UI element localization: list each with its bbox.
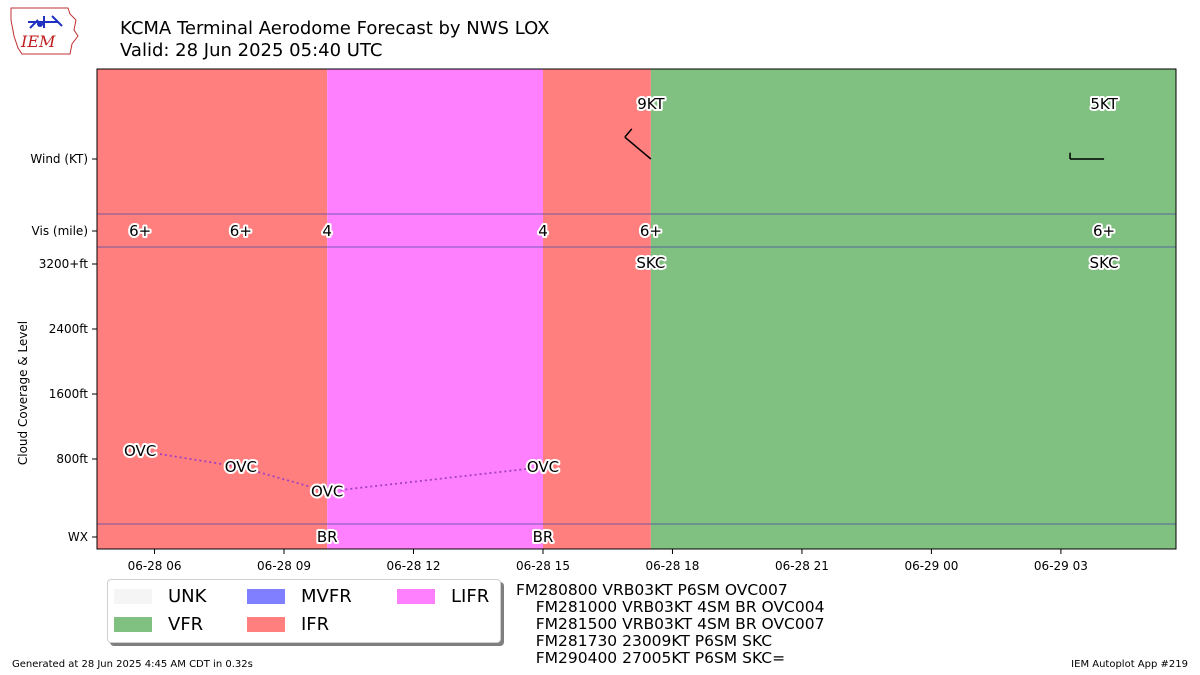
legend-swatch bbox=[397, 588, 435, 604]
x-tick-label: 06-29 03 bbox=[1034, 559, 1088, 573]
x-tick-label: 06-28 18 bbox=[645, 559, 699, 573]
legend-label: LIFR bbox=[451, 585, 490, 607]
footer-generated: Generated at 28 Jun 2025 4:45 AM CDT in … bbox=[12, 659, 253, 670]
y-axis-label: Cloud Coverage & Level bbox=[16, 321, 30, 465]
x-tick-label: 06-28 15 bbox=[516, 559, 570, 573]
chart-subtitle: Valid: 28 Jun 2025 05:40 UTC bbox=[120, 40, 383, 61]
cloud-coverage-label: OVC bbox=[311, 483, 343, 501]
weather-label: BR bbox=[533, 528, 554, 546]
visibility-label: 6+ bbox=[230, 222, 252, 240]
cloud-coverage-label: SKC bbox=[636, 254, 665, 272]
taf-line: FM281730 23009KT P6SM SKC bbox=[516, 632, 773, 650]
taf-line: FM281000 VRB03KT 4SM BR OVC004 bbox=[516, 598, 825, 616]
wind-speed-label: 5KT bbox=[1090, 95, 1118, 113]
taf-line: FM290400 27005KT P6SM SKC= bbox=[516, 649, 786, 667]
y-tick-label: Vis (mile) bbox=[32, 224, 88, 238]
x-tick-label: 06-28 06 bbox=[128, 559, 182, 573]
y-tick-label: 1600ft bbox=[49, 387, 89, 401]
wind-barb-feather bbox=[624, 128, 633, 138]
x-tick-label: 06-28 21 bbox=[775, 559, 829, 573]
wind-speed-label: 9KT bbox=[637, 95, 665, 113]
cloud-coverage-label: OVC bbox=[225, 458, 257, 476]
legend-swatch bbox=[114, 616, 152, 632]
taf-text: FM280800 VRB03KT P6SM OVC007 FM281000 VR… bbox=[516, 582, 824, 667]
legend-item-mvfr: MVFR bbox=[241, 585, 352, 607]
weather-label: BR bbox=[317, 528, 338, 546]
x-tick-label: 06-29 00 bbox=[904, 559, 958, 573]
legend-item-vfr: VFR bbox=[108, 613, 204, 635]
legend-swatch bbox=[247, 588, 285, 604]
y-tick-label: 800ft bbox=[56, 452, 88, 466]
cloud-level-line bbox=[140, 449, 544, 493]
x-tick-label: 06-28 12 bbox=[387, 559, 441, 573]
visibility-label: 4 bbox=[322, 222, 332, 240]
legend-label: VFR bbox=[168, 613, 204, 635]
category-legend: UNK MVFR LIFR VFR IFR bbox=[107, 579, 501, 643]
legend-item-unk: UNK bbox=[108, 585, 207, 607]
legend-label: IFR bbox=[301, 613, 330, 635]
iowa-map-icon bbox=[10, 7, 79, 55]
y-tick-label: WX bbox=[68, 530, 88, 544]
y-tick-label: Wind (KT) bbox=[30, 152, 88, 166]
band-ifr bbox=[97, 69, 328, 549]
visibility-label: 6+ bbox=[129, 222, 151, 240]
logo-text: IEM bbox=[21, 32, 56, 51]
cloud-coverage-label: OVC bbox=[124, 442, 156, 460]
band-ifr bbox=[542, 69, 651, 549]
legend-swatch bbox=[247, 616, 285, 632]
legend-label: MVFR bbox=[301, 585, 352, 607]
y-tick-label: 3200+ft bbox=[39, 257, 89, 271]
taf-line: FM281500 VRB03KT 4SM BR OVC007 bbox=[516, 615, 825, 633]
cloud-coverage-label: SKC bbox=[1090, 254, 1119, 272]
wind-barb bbox=[624, 128, 652, 160]
taf-line: FM280800 VRB03KT P6SM OVC007 bbox=[516, 581, 788, 599]
x-tick-label: 06-28 09 bbox=[257, 559, 311, 573]
legend-label: UNK bbox=[168, 585, 207, 607]
legend-swatch bbox=[114, 588, 152, 604]
wind-barb bbox=[1069, 152, 1105, 160]
visibility-label: 4 bbox=[538, 222, 548, 240]
cloud-coverage-label: OVC bbox=[527, 458, 559, 476]
wind-barb-staff bbox=[624, 136, 652, 160]
visibility-label: 6+ bbox=[1093, 222, 1115, 240]
visibility-label: 6+ bbox=[640, 222, 662, 240]
band-lifr bbox=[327, 69, 543, 549]
footer-app: IEM Autoplot App #219 bbox=[1071, 659, 1188, 670]
y-tick-label: 2400ft bbox=[49, 322, 89, 336]
band-vfr bbox=[650, 69, 1176, 549]
legend-item-lifr: LIFR bbox=[391, 585, 490, 607]
legend-item-ifr: IFR bbox=[241, 613, 330, 635]
chart-title: KCMA Terminal Aerodome Forecast by NWS L… bbox=[120, 18, 550, 39]
plot-frame bbox=[96, 68, 1177, 550]
iem-logo: IEM bbox=[8, 6, 80, 58]
